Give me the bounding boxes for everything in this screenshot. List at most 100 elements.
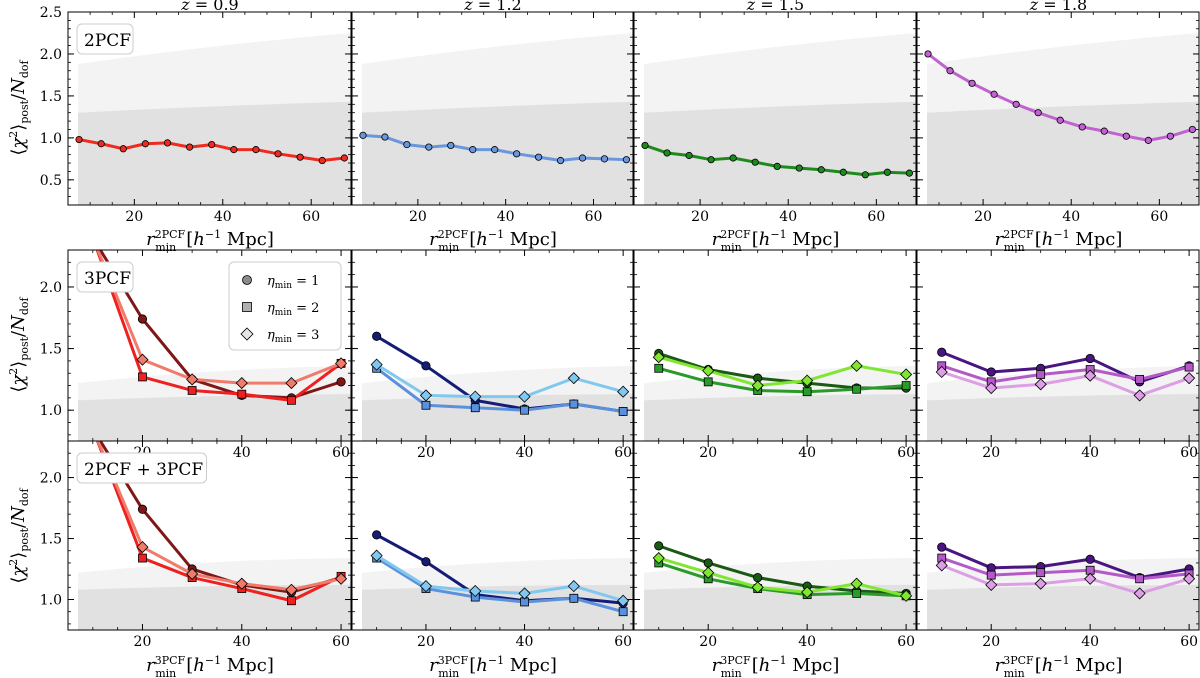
y-tick-label: 1.0 xyxy=(40,593,62,609)
series-line xyxy=(95,250,342,402)
data-point xyxy=(839,168,847,176)
legend-label: ηmin = 1 xyxy=(267,274,319,291)
data-point xyxy=(937,347,947,357)
data-point xyxy=(801,374,814,387)
x-tick-label: 60 xyxy=(897,445,915,461)
x-axis-label: r3PCF min [h−1 Mpc] xyxy=(429,654,557,678)
y-tick-label: 0.5 xyxy=(40,173,62,189)
band-inner xyxy=(644,101,916,205)
series-line xyxy=(375,556,624,614)
x-tick-label: 20 xyxy=(699,634,717,650)
data-point xyxy=(986,367,996,377)
row-label-box xyxy=(76,261,134,293)
row-label-box xyxy=(76,452,207,484)
x-tick-label: 60 xyxy=(332,634,350,650)
y-tick-label: 1.0 xyxy=(40,131,62,147)
x-tick-label: 20 xyxy=(982,445,1000,461)
data-point xyxy=(359,131,367,139)
x-tick-label: 40 xyxy=(516,445,534,461)
data-point xyxy=(1012,100,1020,108)
data-point xyxy=(141,140,149,148)
x-tick-label: 20 xyxy=(974,209,992,225)
data-point xyxy=(817,166,825,174)
data-point xyxy=(1166,132,1174,140)
data-point xyxy=(567,372,580,385)
data-point xyxy=(985,381,998,395)
x-tick-label: 60 xyxy=(1180,634,1198,650)
data-point xyxy=(421,400,431,410)
data-point xyxy=(1034,109,1042,117)
data-point xyxy=(751,581,764,594)
y-tick-label: 2.0 xyxy=(40,47,62,63)
data-point xyxy=(87,232,98,243)
data-point xyxy=(935,559,948,572)
data-point xyxy=(1034,577,1047,590)
x-axis-label: r3PCF min [h−1 Mpc] xyxy=(146,654,274,678)
band-inner xyxy=(927,101,1199,205)
data-point xyxy=(419,580,433,593)
data-point xyxy=(89,233,97,241)
data-point xyxy=(469,390,482,403)
data-point xyxy=(622,156,631,164)
x-tick-label: 60 xyxy=(1180,445,1198,461)
legend-marker xyxy=(242,302,252,312)
x-tick-label: 40 xyxy=(497,209,515,225)
data-point xyxy=(641,141,649,150)
data-point xyxy=(617,385,630,398)
band-inner xyxy=(644,394,916,441)
data-point xyxy=(287,395,296,405)
series-line xyxy=(941,545,1190,580)
band-inner xyxy=(644,584,916,630)
data-point xyxy=(1036,370,1046,379)
data-point xyxy=(802,387,812,397)
legend-marker xyxy=(242,275,252,285)
data-point xyxy=(137,314,148,324)
x-tick-label: 40 xyxy=(1081,445,1099,461)
data-point xyxy=(578,154,587,162)
data-point xyxy=(335,572,348,585)
x-tick-label: 60 xyxy=(302,209,320,225)
series-line xyxy=(658,544,907,595)
data-point xyxy=(773,162,781,170)
data-point xyxy=(567,580,580,593)
x-tick-label: 20 xyxy=(417,445,435,461)
data-point xyxy=(617,594,630,607)
band-inner xyxy=(78,584,351,630)
x-tick-label: 20 xyxy=(417,634,435,650)
data-point xyxy=(470,403,480,413)
data-point xyxy=(89,234,97,242)
data-point xyxy=(652,551,665,565)
panel-frame xyxy=(633,440,917,631)
x-tick-label: 60 xyxy=(867,209,885,225)
data-point xyxy=(138,553,147,563)
x-axis-label: r2PCF min [h−1 Mpc] xyxy=(146,228,274,254)
panel-2-0: 20 40 60 1.0 1.5 2.0 2PCF + 3PCF xyxy=(40,440,352,650)
data-point xyxy=(729,154,737,162)
y-tick-label: 2.0 xyxy=(40,471,62,487)
data-point xyxy=(702,364,715,377)
data-point xyxy=(372,530,382,540)
x-tick-label: 40 xyxy=(1062,209,1080,225)
data-point xyxy=(370,358,383,371)
series-line xyxy=(95,441,342,603)
data-point xyxy=(285,377,298,390)
panel-frame xyxy=(916,440,1200,631)
x-tick-label: 40 xyxy=(779,209,797,225)
data-point xyxy=(425,143,433,151)
row-label: 2PCF + 3PCF xyxy=(84,460,203,480)
panel-0-2: 20 40 60 xyxy=(633,11,917,225)
data-point xyxy=(968,79,976,87)
data-point xyxy=(318,156,326,165)
data-point xyxy=(703,377,713,387)
x-tick-label: 60 xyxy=(614,445,632,461)
data-point xyxy=(795,164,803,172)
row-label: 3PCF xyxy=(84,269,131,289)
data-point xyxy=(119,145,127,153)
data-point xyxy=(520,405,529,415)
data-point xyxy=(186,567,199,580)
data-point xyxy=(372,331,382,341)
data-point xyxy=(1085,554,1095,564)
series-line xyxy=(658,366,907,394)
x-tick-label: 20 xyxy=(134,634,152,650)
